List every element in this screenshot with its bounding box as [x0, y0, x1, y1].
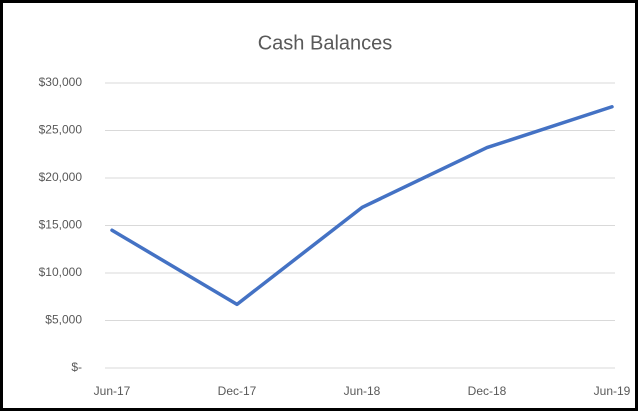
y-tick-label: $-: [71, 360, 82, 374]
x-tick-label: Jun-18: [344, 384, 381, 398]
x-tick-label: Dec-17: [218, 384, 257, 398]
y-tick-label: $30,000: [39, 75, 83, 89]
chart-title: Cash Balances: [258, 32, 393, 54]
y-tick-label: $25,000: [39, 123, 83, 137]
y-tick-label: $10,000: [39, 265, 83, 279]
y-tick-label: $5,000: [45, 313, 82, 327]
data-line: [110, 105, 614, 307]
y-tick-label: $20,000: [39, 170, 83, 184]
x-tick-label: Jun-19: [594, 384, 631, 398]
x-tick-label: Jun-17: [94, 384, 131, 398]
x-tick-label: Dec-18: [468, 384, 507, 398]
y-tick-label: $15,000: [39, 218, 83, 232]
